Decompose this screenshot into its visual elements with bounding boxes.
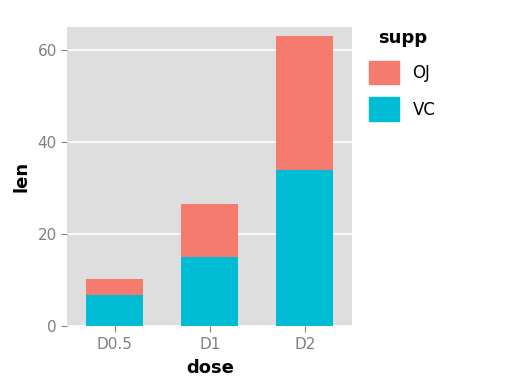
Legend: OJ, VC: OJ, VC (369, 29, 435, 121)
Bar (87, 279, 143, 295)
Bar (276, 36, 333, 170)
Bar (87, 295, 143, 326)
Y-axis label: len: len (12, 161, 31, 192)
Bar (181, 257, 238, 326)
Bar (181, 204, 238, 257)
Bar (276, 170, 333, 326)
X-axis label: dose: dose (186, 359, 234, 377)
